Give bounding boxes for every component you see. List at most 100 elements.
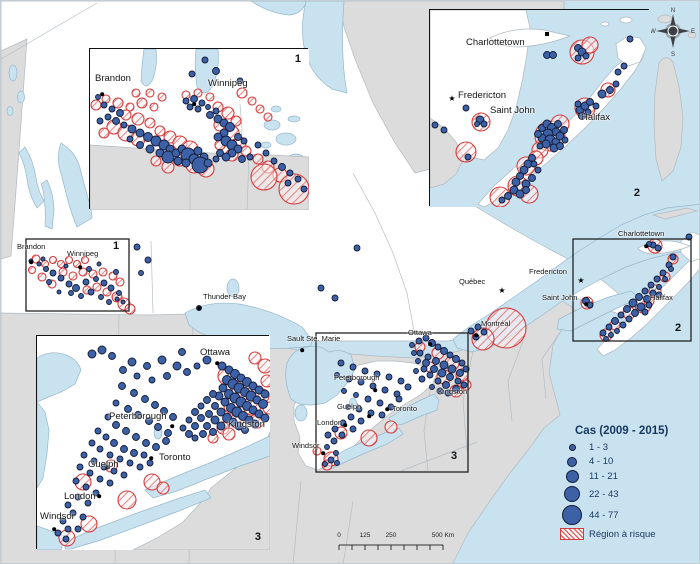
risk-area-circle — [72, 259, 82, 269]
lake-winnipegosis — [18, 146, 45, 209]
risk-area-circle — [115, 277, 125, 287]
inset-2-number: 2 — [633, 187, 640, 199]
case-dot — [454, 377, 462, 385]
case-dot — [205, 410, 213, 418]
risk-area-circle — [154, 125, 166, 137]
case-dot — [626, 35, 634, 43]
case-dot — [212, 155, 220, 163]
scale-label-0: 0 — [337, 532, 341, 539]
case-dot — [64, 501, 72, 509]
lake-simcoe — [349, 397, 357, 409]
scale-label-250: 250 — [386, 532, 397, 539]
case-dot — [163, 372, 171, 380]
case-dot — [432, 357, 440, 365]
case-dot — [364, 395, 372, 403]
case-dot — [262, 149, 270, 157]
case-dot — [611, 317, 619, 325]
risk-area-circle — [117, 490, 137, 510]
case-dot — [196, 305, 202, 311]
case-dot — [63, 263, 69, 269]
lake-nipigon — [226, 278, 240, 298]
case-dot — [534, 166, 542, 174]
case-dot — [181, 158, 191, 168]
inset-2-map — [430, 10, 650, 207]
risk-area-circle — [98, 127, 110, 139]
risk-area-circle — [312, 446, 322, 456]
legend-item-label: 4 - 10 — [589, 456, 614, 467]
case-dot — [193, 362, 201, 370]
case-dot — [426, 371, 434, 379]
case-dot — [216, 149, 224, 157]
case-dot — [338, 431, 346, 439]
risk-area-circle — [263, 112, 273, 122]
risk-area-circle — [221, 106, 235, 120]
case-dot — [536, 142, 544, 150]
inset-3-number: 3 — [254, 531, 261, 543]
case-dot — [191, 422, 199, 430]
case-dot — [202, 355, 212, 365]
case-dot — [88, 439, 96, 447]
case-dot — [437, 368, 447, 378]
case-dot — [509, 185, 519, 195]
inset-1-map — [90, 49, 309, 210]
case-dot — [341, 388, 347, 394]
inset-panel-2-maritimes: Charlottetown ★ Fredericton Saint John Halif… — [429, 9, 650, 207]
case-dot — [345, 375, 353, 383]
extent-box-3-number: 3 — [451, 450, 458, 462]
case-dot — [213, 114, 223, 124]
case-dot — [353, 244, 361, 252]
territorial-border — [1, 2, 98, 60]
legend-item: 11 - 21 — [559, 470, 699, 483]
northern-quebec-land — [338, 1, 565, 174]
case-dot — [98, 294, 104, 300]
case-dot — [460, 381, 468, 389]
case-dot — [612, 80, 620, 88]
case-dot — [143, 362, 151, 370]
case-dot — [112, 421, 120, 429]
scale-label-125: 125 — [360, 532, 371, 539]
case-dot — [193, 146, 203, 156]
case-dot — [69, 509, 77, 517]
risk-area-circle — [124, 303, 136, 315]
case-dot — [515, 189, 525, 199]
case-dot — [254, 409, 264, 419]
case-dot — [511, 177, 521, 187]
legend-title: Cas (2009 - 2015) — [575, 425, 669, 437]
case-dot — [172, 361, 182, 371]
risk-area-circle — [247, 96, 257, 106]
case-dot — [385, 373, 393, 381]
case-dot — [183, 368, 191, 376]
case-dot — [126, 459, 134, 467]
case-dot — [92, 489, 100, 497]
legend-item: 4 - 10 — [559, 456, 699, 467]
case-dot — [422, 359, 430, 367]
case-dot — [228, 417, 238, 427]
case-dot — [108, 105, 116, 113]
case-dot — [216, 407, 226, 417]
risk-area-circle — [252, 153, 264, 165]
case-dot — [625, 315, 633, 323]
case-dot — [96, 445, 104, 453]
legend-items: 1 - 3 4 - 10 11 - 21 22 - 43 44 - 77 — [559, 442, 699, 525]
case-dot — [100, 101, 108, 109]
case-dot — [555, 131, 565, 141]
case-dot — [74, 525, 82, 533]
case-dot — [113, 269, 119, 275]
case-dot — [190, 95, 198, 103]
case-dot — [95, 94, 101, 100]
case-dot — [474, 323, 482, 331]
compass-north: N — [671, 8, 675, 14]
case-dot — [110, 467, 118, 475]
case-dot — [411, 350, 417, 356]
georgian-bay — [37, 352, 82, 403]
bay-of-fundy — [556, 290, 640, 332]
case-dot — [355, 405, 363, 413]
case-dot — [86, 266, 92, 272]
case-dot — [234, 421, 244, 431]
case-dot — [334, 460, 340, 466]
case-dot — [86, 469, 94, 477]
case-dot — [646, 241, 652, 247]
case-dot — [322, 461, 328, 467]
case-dot — [146, 459, 154, 467]
case-dot — [669, 253, 677, 261]
